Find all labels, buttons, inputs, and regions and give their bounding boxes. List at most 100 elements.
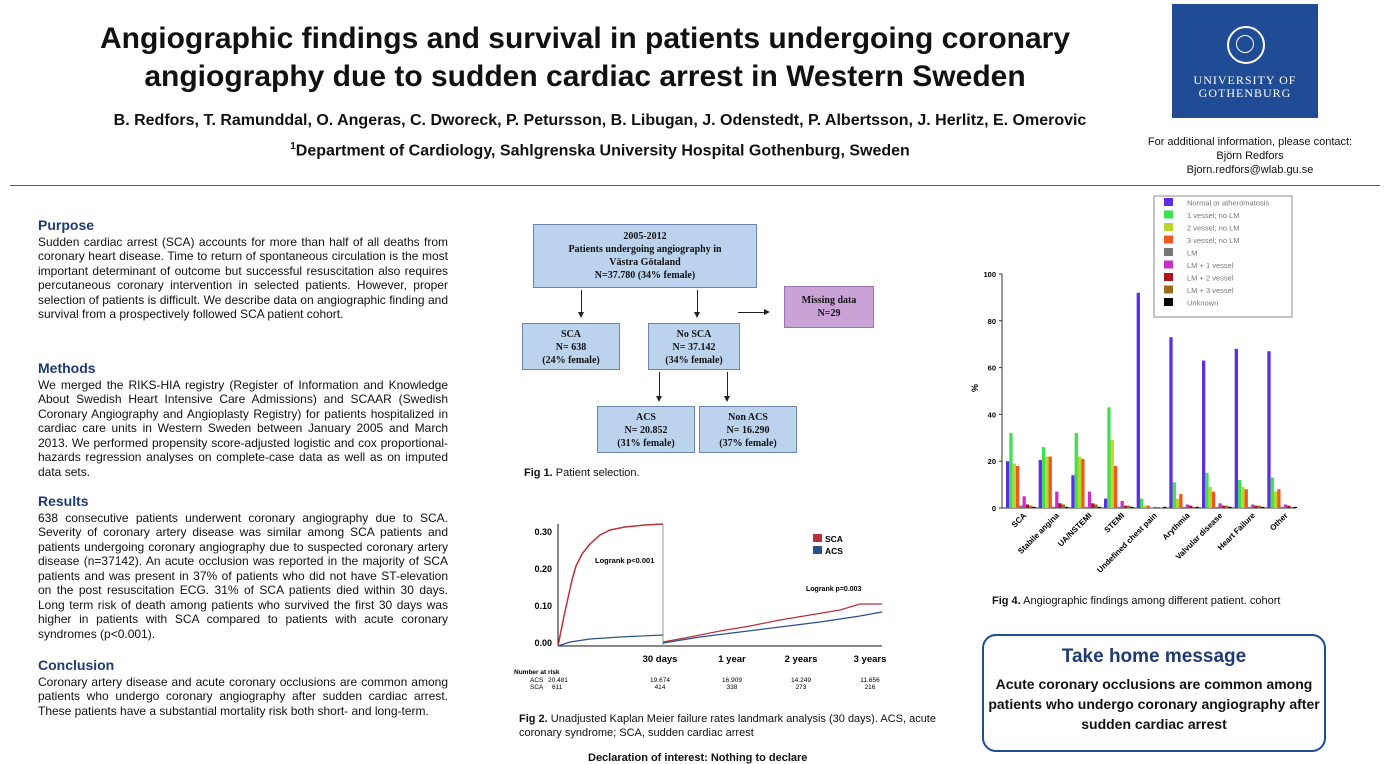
dept-text: Department of Cardiology, Sahlgrenska Un… xyxy=(295,142,910,160)
university-seal-icon xyxy=(1227,26,1265,64)
bar xyxy=(1015,465,1020,508)
bar xyxy=(1094,504,1098,508)
flow-arrow-missing xyxy=(738,309,770,315)
conclusion-heading: Conclusion xyxy=(38,657,115,673)
methods-text: We merged the RIKS-HIA registry (Registe… xyxy=(38,377,448,479)
bar-y-tick-label: 80 xyxy=(988,317,996,326)
bar xyxy=(1215,506,1219,508)
department: 1Department of Cardiology, Sahlgrenska U… xyxy=(60,141,1140,160)
take-home-message: Acute coronary occlusions are common amo… xyxy=(984,674,1324,734)
bar xyxy=(1290,506,1294,508)
bar xyxy=(1120,500,1124,508)
bar-y-label: % xyxy=(970,384,980,392)
km-y-tick: 0.30 xyxy=(534,527,552,537)
bar-category-label: UA/NSTEMI xyxy=(1056,511,1093,548)
bar-legend-label: 3 vessel; no LM xyxy=(1187,236,1240,245)
bar xyxy=(1221,505,1226,508)
km-risk-value: 14.249 xyxy=(791,677,811,684)
bar xyxy=(1153,506,1157,508)
km-logrank-2: Logrank p=0.003 xyxy=(806,586,862,593)
bar-y-tick-label: 40 xyxy=(988,410,996,419)
bar-y-tick-label: 60 xyxy=(988,364,996,373)
bar xyxy=(1244,489,1248,508)
km-risk-value: 16.909 xyxy=(722,677,742,684)
bar xyxy=(1081,458,1085,508)
bar xyxy=(1205,472,1209,508)
bar-legend-swatch xyxy=(1164,260,1173,269)
km-sca-curve-late xyxy=(662,603,882,643)
km-y-ticks: 0.30 0.20 0.10 0.00 xyxy=(534,527,552,648)
flow-box-nosca: No SCA N= 37.142 (34% female) xyxy=(648,323,740,370)
angiographic-bar-chart: Normal or atheromatosis 1 vessel; no LM 2 … xyxy=(970,195,1298,575)
km-y-tick: 0.00 xyxy=(534,638,552,648)
bar xyxy=(1225,505,1229,508)
bar-legend-label: 2 vessel; no LM xyxy=(1187,224,1240,233)
take-home-line-3: sudden cardiac arrest xyxy=(1081,716,1227,732)
logo-text: UNIVERSITY OF GOTHENBURG xyxy=(1172,74,1318,100)
bar xyxy=(1029,505,1033,508)
take-home-line-1: Acute coronary occlusions are common amo… xyxy=(995,676,1313,692)
bar-legend-swatch xyxy=(1164,285,1173,294)
bar xyxy=(1055,491,1059,508)
contact-info: For additional information, please conta… xyxy=(1130,135,1370,177)
km-risk-value: 273 xyxy=(796,684,807,691)
header-divider xyxy=(10,185,1380,186)
km-risk-value: 11.656 xyxy=(860,677,880,684)
bar-legend-swatch xyxy=(1164,273,1173,281)
bar xyxy=(1185,504,1190,508)
bar xyxy=(1139,498,1144,508)
bar xyxy=(1097,506,1102,508)
bar xyxy=(1189,505,1193,508)
bar-legend-swatch xyxy=(1164,298,1173,306)
title-line-2: angiography due to sudden cardiac arrest… xyxy=(144,60,1026,93)
bar xyxy=(1149,507,1154,509)
km-x-tick: 1 year xyxy=(718,654,746,665)
purpose-text: Sudden cardiac arrest (SCA) accounts for… xyxy=(38,234,448,322)
bar xyxy=(1143,505,1147,508)
flow-missing-label: Missing data xyxy=(801,295,857,306)
km-acs-curve-late xyxy=(662,611,883,644)
km-risk-value: 414 xyxy=(655,684,666,691)
fig2-label: Fig 2. xyxy=(519,713,548,725)
flow-box-nonacs: Non ACS N= 16.290 (37% female) xyxy=(699,406,797,453)
bar xyxy=(1277,489,1281,508)
bar-legend-swatch xyxy=(1164,235,1173,244)
flow-acs-label: ACS xyxy=(635,412,656,423)
bar xyxy=(1228,506,1232,508)
bar xyxy=(1058,503,1062,508)
bar xyxy=(1009,433,1013,508)
bar xyxy=(1071,475,1075,508)
km-sca-curve-early xyxy=(557,523,664,647)
km-y-tick: 0.20 xyxy=(534,564,552,574)
flow-sca-label: SCA xyxy=(560,329,581,340)
km-x-tick: 30 days xyxy=(643,654,678,665)
flow-nosca-label: No SCA xyxy=(676,329,712,340)
fig4-label: Fig 4. xyxy=(992,595,1021,607)
bar-legend-label: LM + 3 vessel xyxy=(1187,286,1234,295)
flow-box-total: 2005-2012 Patients undergoing angiograph… xyxy=(533,224,757,288)
contact-email: Bjorn.redfors@wlab.gu.se xyxy=(1186,164,1314,176)
methods-section: Methods We merged the RIKS-HIA registry … xyxy=(38,361,448,479)
bar xyxy=(1273,491,1278,508)
bar xyxy=(1113,465,1118,508)
bar xyxy=(1022,496,1026,508)
bar-y-tick-label: 0 xyxy=(992,504,996,513)
bar-category-label: STEMI xyxy=(1103,511,1127,535)
poster-title: Angiographic findings and survival in pa… xyxy=(60,20,1110,96)
take-home-box: Take home message Acute coronary occlusi… xyxy=(982,634,1326,752)
fig2-text: Unadjusted Kaplan Meier failure rates la… xyxy=(519,713,936,739)
bar xyxy=(1179,493,1183,508)
bar xyxy=(1117,506,1121,508)
bar xyxy=(1136,292,1140,508)
purpose-heading: Purpose xyxy=(38,217,95,233)
dept-superscript: 1 xyxy=(290,141,296,152)
bar-marks xyxy=(1006,292,1298,509)
bar xyxy=(1270,477,1274,508)
km-risk-label: SCA xyxy=(530,684,544,691)
author-list: B. Redfors, T. Ramunddal, O. Angeras, C.… xyxy=(113,112,1087,129)
methods-heading: Methods xyxy=(38,360,96,376)
logo-line-1: UNIVERSITY OF xyxy=(1193,73,1297,87)
bar xyxy=(1172,482,1176,508)
bar-y-tick-label: 20 xyxy=(988,457,996,466)
bar xyxy=(1211,491,1216,508)
